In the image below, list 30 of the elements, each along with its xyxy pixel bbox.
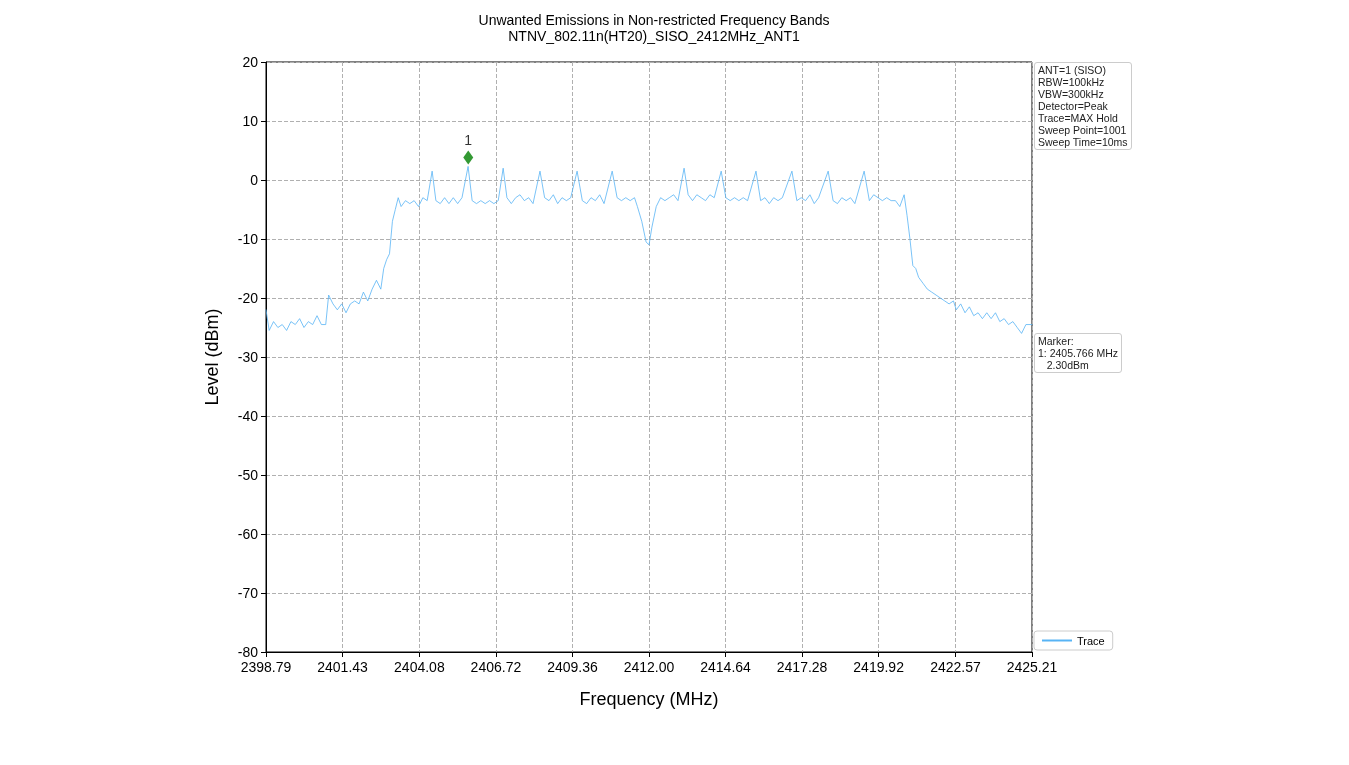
y-tick-label: -70 xyxy=(237,585,259,601)
y-tick-label: -80 xyxy=(237,644,259,660)
x-tick-label: 2417.28 xyxy=(776,659,828,675)
y-tick-label: -10 xyxy=(237,231,259,247)
x-tick-label: 2404.08 xyxy=(394,659,445,675)
y-tick-label: 20 xyxy=(242,54,259,70)
x-tick-label: 2422.57 xyxy=(930,659,981,675)
x-axis-title: Frequency (MHz) xyxy=(579,689,719,709)
chart-title: Unwanted Emissions in Non-restricted Frequency Bands xyxy=(478,12,830,28)
chart-subtitle: NTNV_802.11n(HT20)_SISO_2412MHz_ANT1 xyxy=(508,28,800,44)
x-tick-label: 2398.79 xyxy=(240,659,292,675)
y-tick-label: 0 xyxy=(250,172,259,188)
text: Marker: 1: 2405.766 MHz 2.30dBm xyxy=(1034,333,1122,373)
x-tick-label: 2409.36 xyxy=(547,659,598,675)
y-tick-label: -30 xyxy=(237,349,259,365)
x-tick-label: 2419.92 xyxy=(853,659,905,675)
x-tick-label: 2406.72 xyxy=(470,659,522,675)
y-tick-label: -40 xyxy=(237,408,259,424)
legend-label: Trace xyxy=(1077,634,1105,647)
x-tick-label: 2401.43 xyxy=(317,659,369,675)
y-tick-label: -50 xyxy=(237,467,259,483)
y-tick-label: -20 xyxy=(237,290,259,306)
x-tick-label: 2425.21 xyxy=(1006,659,1058,675)
y-tick-label: 10 xyxy=(242,113,259,129)
x-tick-label: 2414.64 xyxy=(700,659,752,675)
series-label: 1 xyxy=(464,131,473,148)
y-tick-label: -60 xyxy=(237,526,259,542)
y-axis-title: Level (dBm) xyxy=(202,308,222,406)
x-tick-label: 2412.00 xyxy=(623,659,675,675)
text: ANT=1 (SISO) RBW=100kHz VBW=300kHz Detector=Peak Trace=MAX Hold Sweep Point=1001 Sweep Time=10ms xyxy=(1034,62,1132,150)
